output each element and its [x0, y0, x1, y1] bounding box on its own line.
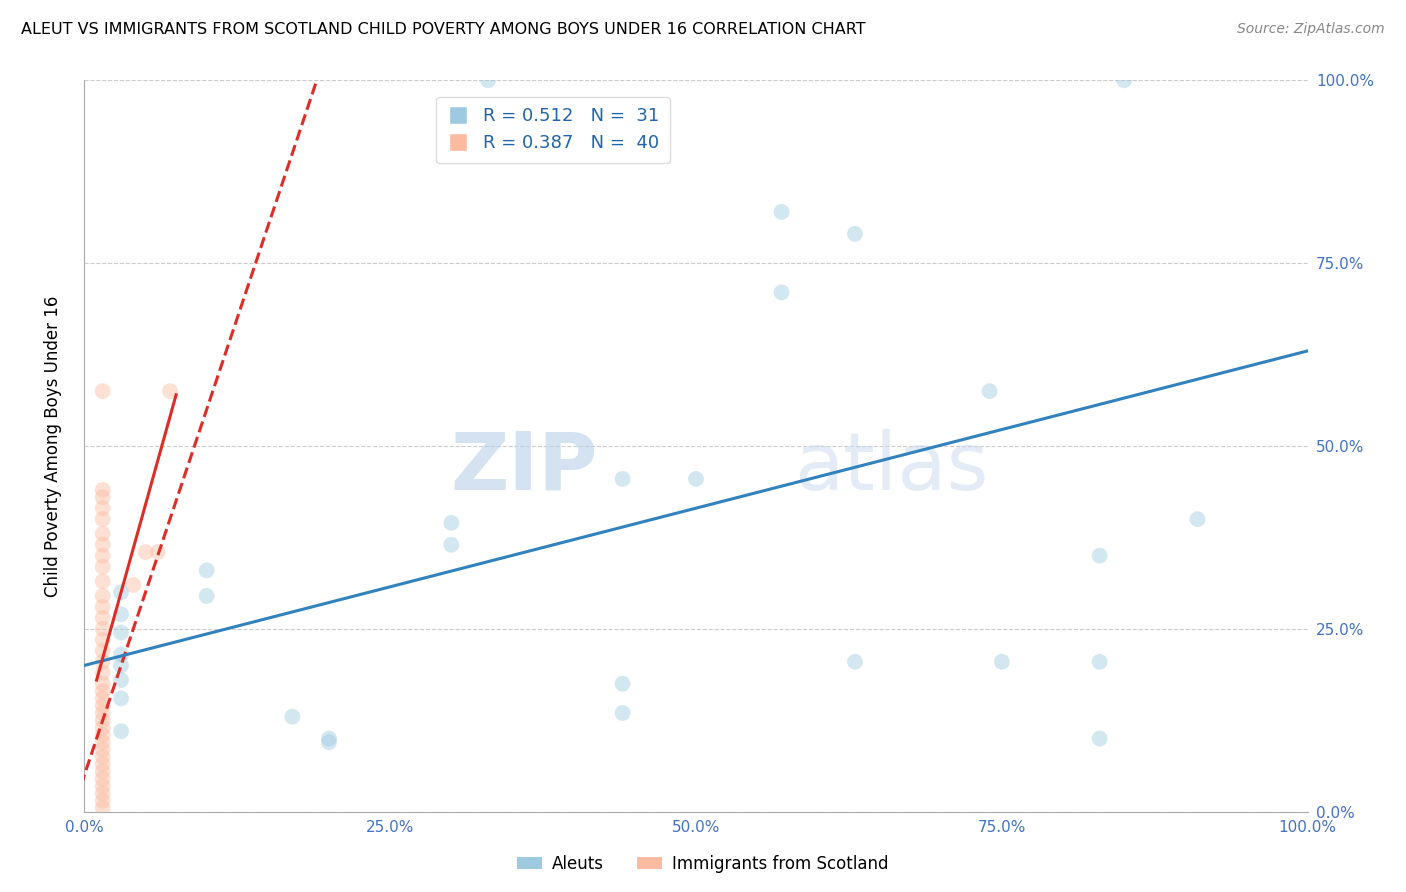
- Point: [91, 559, 114, 574]
- Point: [195, 589, 218, 603]
- Point: [440, 516, 463, 530]
- Point: [1114, 73, 1136, 87]
- Point: [110, 691, 132, 706]
- Point: [281, 709, 304, 723]
- Point: [91, 483, 114, 497]
- Point: [91, 684, 114, 698]
- Point: [91, 742, 114, 756]
- Point: [91, 611, 114, 625]
- Point: [91, 632, 114, 647]
- Point: [91, 384, 114, 399]
- Point: [110, 673, 132, 687]
- Point: [91, 644, 114, 658]
- Text: Source: ZipAtlas.com: Source: ZipAtlas.com: [1237, 22, 1385, 37]
- Legend: Aleuts, Immigrants from Scotland: Aleuts, Immigrants from Scotland: [510, 848, 896, 880]
- Point: [91, 721, 114, 735]
- Point: [135, 545, 157, 559]
- Point: [91, 764, 114, 779]
- Point: [195, 563, 218, 577]
- Point: [110, 625, 132, 640]
- Point: [91, 501, 114, 516]
- Point: [91, 706, 114, 720]
- Point: [770, 285, 793, 300]
- Point: [91, 757, 114, 772]
- Point: [91, 698, 114, 713]
- Point: [612, 676, 634, 690]
- Point: [110, 724, 132, 739]
- Point: [110, 648, 132, 662]
- Point: [318, 735, 340, 749]
- Point: [91, 538, 114, 552]
- Point: [1088, 549, 1111, 563]
- Point: [844, 655, 866, 669]
- Point: [91, 749, 114, 764]
- Point: [685, 472, 707, 486]
- Point: [110, 607, 132, 622]
- Point: [91, 655, 114, 669]
- Point: [1088, 731, 1111, 746]
- Point: [612, 706, 634, 720]
- Point: [91, 665, 114, 680]
- Text: ALEUT VS IMMIGRANTS FROM SCOTLAND CHILD POVERTY AMONG BOYS UNDER 16 CORRELATION : ALEUT VS IMMIGRANTS FROM SCOTLAND CHILD …: [21, 22, 866, 37]
- Point: [159, 384, 181, 399]
- Point: [91, 490, 114, 504]
- Point: [91, 622, 114, 636]
- Point: [477, 73, 499, 87]
- Point: [91, 801, 114, 815]
- Text: ZIP: ZIP: [451, 429, 598, 507]
- Point: [91, 772, 114, 786]
- Point: [91, 549, 114, 563]
- Point: [91, 735, 114, 749]
- Point: [91, 728, 114, 742]
- Point: [91, 714, 114, 728]
- Point: [91, 691, 114, 706]
- Point: [1187, 512, 1209, 526]
- Text: atlas: atlas: [794, 429, 988, 507]
- Point: [318, 731, 340, 746]
- Point: [110, 585, 132, 599]
- Legend: R = 0.512   N =  31, R = 0.387   N =  40: R = 0.512 N = 31, R = 0.387 N = 40: [436, 96, 669, 163]
- Point: [122, 578, 145, 592]
- Point: [110, 658, 132, 673]
- Point: [440, 538, 463, 552]
- Point: [91, 794, 114, 808]
- Point: [1088, 655, 1111, 669]
- Point: [91, 676, 114, 690]
- Point: [91, 787, 114, 801]
- Point: [91, 589, 114, 603]
- Point: [770, 205, 793, 219]
- Point: [146, 545, 169, 559]
- Point: [979, 384, 1001, 399]
- Point: [91, 779, 114, 793]
- Y-axis label: Child Poverty Among Boys Under 16: Child Poverty Among Boys Under 16: [44, 295, 62, 597]
- Point: [612, 472, 634, 486]
- Point: [844, 227, 866, 241]
- Point: [91, 512, 114, 526]
- Point: [91, 599, 114, 614]
- Point: [91, 526, 114, 541]
- Point: [91, 574, 114, 589]
- Point: [991, 655, 1014, 669]
